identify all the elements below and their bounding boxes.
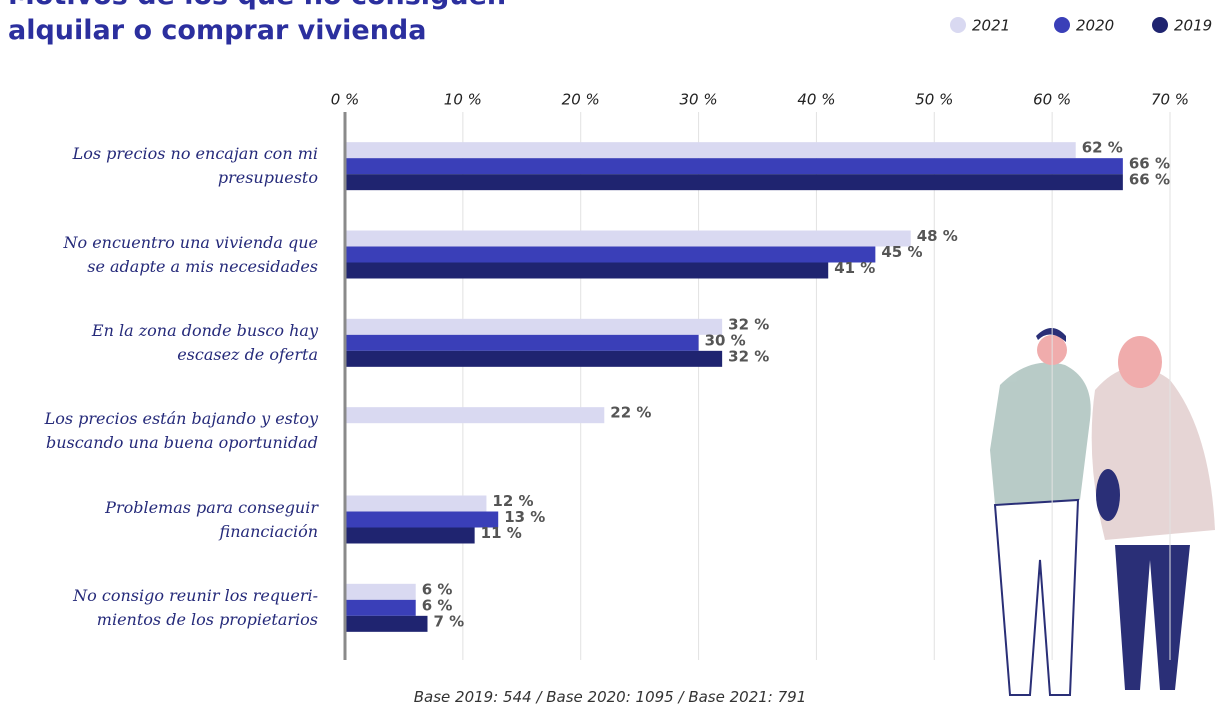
x-tick-label: 0 % — [331, 91, 360, 109]
x-tick-label: 50 % — [915, 91, 953, 109]
value-label: 32 % — [728, 347, 769, 365]
bar — [345, 158, 1123, 174]
x-tick-label: 30 % — [680, 91, 718, 109]
bar — [345, 247, 875, 263]
value-label: 45 % — [881, 243, 922, 261]
bar — [345, 584, 416, 600]
chart-title: Motivos de los que no consiguen alquilar… — [8, 0, 528, 48]
category-label: Los precios no encajan con mi presupuest… — [0, 142, 318, 190]
legend-label: 2019 — [1174, 17, 1212, 35]
x-tick-label: 20 % — [562, 91, 600, 109]
legend-label: 2020 — [1076, 17, 1114, 35]
category-label: No encuentro una vivienda que se adapte … — [0, 231, 318, 279]
bar — [345, 231, 911, 247]
value-label: 66 % — [1129, 171, 1170, 189]
bar — [345, 174, 1123, 190]
category-label: Los precios están bajando y estoy buscan… — [0, 407, 318, 455]
x-tick-label: 40 % — [797, 91, 835, 109]
x-tick-label: 10 % — [444, 91, 482, 109]
category-label: Problemas para conseguir financiación — [0, 496, 318, 544]
bar — [345, 407, 604, 423]
bar — [345, 319, 722, 335]
category-label: En la zona donde busco hay escasez de of… — [0, 319, 318, 367]
value-label: 41 % — [834, 259, 875, 277]
value-label: 22 % — [610, 404, 651, 422]
bar — [345, 263, 828, 279]
bar — [345, 616, 428, 632]
bar — [345, 528, 475, 544]
value-label: 11 % — [481, 524, 522, 542]
bar — [345, 496, 486, 512]
legend-swatch — [1054, 17, 1070, 33]
bar — [345, 335, 699, 351]
legend-label: 2021 — [972, 17, 1010, 35]
bar — [345, 351, 722, 367]
illustration — [990, 328, 1215, 695]
category-label: No consigo reunir los requeri- mientos d… — [0, 584, 318, 632]
bar — [345, 142, 1076, 158]
footnote: Base 2019: 544 / Base 2020: 1095 / Base … — [0, 688, 1220, 706]
legend-swatch — [1152, 17, 1168, 33]
x-tick-label: 60 % — [1033, 91, 1071, 109]
bar — [345, 512, 498, 528]
page: {"chart_data": {"type": "bar", "orientat… — [0, 0, 1220, 722]
value-label: 48 % — [917, 227, 958, 245]
bar — [345, 600, 416, 616]
value-label: 62 % — [1082, 139, 1123, 157]
value-label: 7 % — [434, 612, 465, 630]
legend-swatch — [950, 17, 966, 33]
x-tick-label: 70 % — [1151, 91, 1189, 109]
